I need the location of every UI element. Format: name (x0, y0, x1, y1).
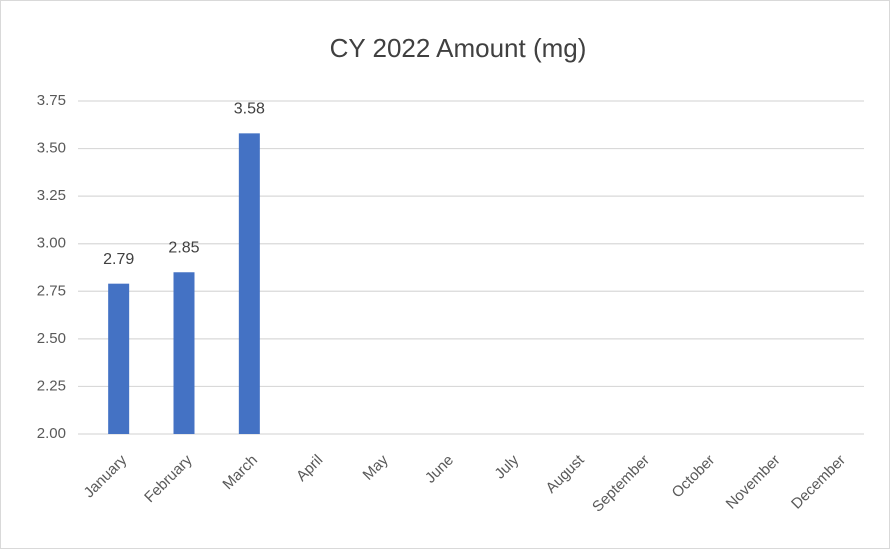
data-label: 2.85 (168, 239, 199, 256)
data-label: 3.58 (234, 101, 265, 118)
y-tick-label: 3.25 (37, 187, 66, 204)
y-tick-label: 2.25 (37, 377, 66, 394)
y-tick-label: 3.50 (37, 140, 66, 157)
y-tick-label: 2.75 (37, 282, 66, 299)
bar (173, 272, 195, 434)
chart-title: CY 2022 Amount (mg) (330, 33, 587, 63)
y-tick-label: 2.00 (37, 425, 66, 442)
y-tick-label: 2.50 (37, 330, 66, 347)
data-label: 2.79 (103, 251, 134, 268)
bar (238, 133, 260, 434)
bar (108, 283, 130, 434)
y-tick-label: 3.00 (37, 235, 66, 252)
y-tick-label: 3.75 (37, 92, 66, 109)
